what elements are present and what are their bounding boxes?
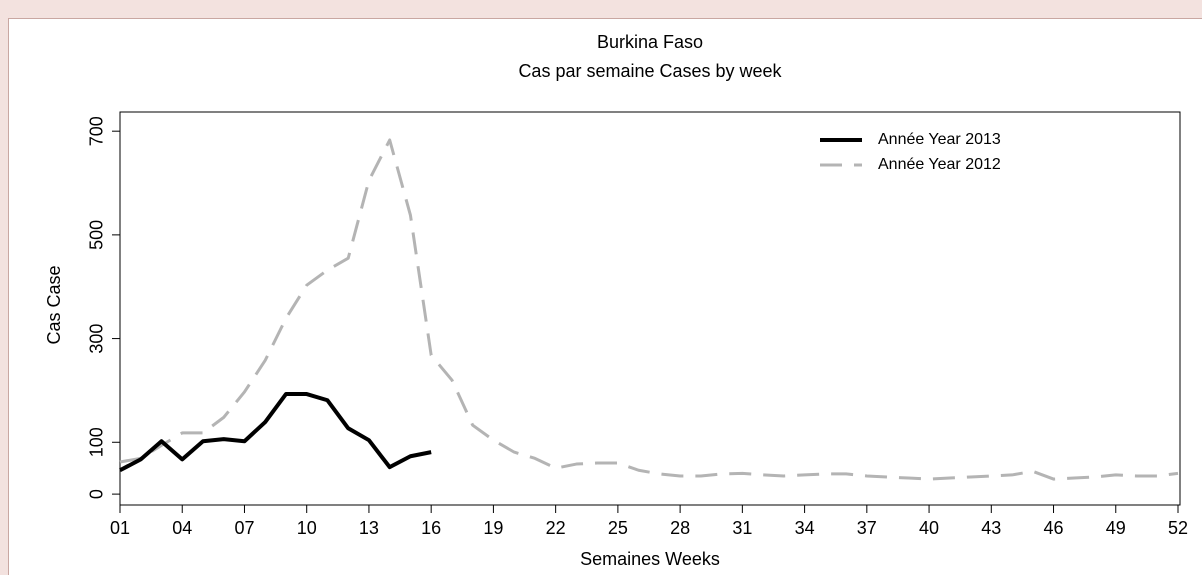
legend-label: Année Year 2013 <box>878 131 1001 148</box>
x-tick-label: 07 <box>234 518 254 538</box>
x-tick-label: 37 <box>857 518 877 538</box>
x-axis-label: Semaines Weeks <box>580 549 720 569</box>
y-axis-label: Cas Case <box>44 265 64 344</box>
x-tick-label: 40 <box>919 518 939 538</box>
x-tick-label: 19 <box>483 518 503 538</box>
x-tick-label: 13 <box>359 518 379 538</box>
x-tick-label: 46 <box>1044 518 1064 538</box>
x-tick-label: 52 <box>1168 518 1188 538</box>
x-tick-label: 25 <box>608 518 628 538</box>
x-tick-label: 01 <box>110 518 130 538</box>
x-tick-label: 10 <box>297 518 317 538</box>
plot-frame <box>119 111 1181 506</box>
y-tick-label: 300 <box>87 324 107 354</box>
chart-subtitle: Cas par semaine Cases by week <box>518 61 782 81</box>
chart-title: Burkina Faso <box>597 32 703 52</box>
x-tick-label: 49 <box>1106 518 1126 538</box>
x-tick-label: 31 <box>732 518 752 538</box>
y-tick-label: 0 <box>87 489 107 499</box>
x-tick-label: 04 <box>172 518 192 538</box>
y-tick-label: 500 <box>87 220 107 250</box>
y-tick-label: 100 <box>87 427 107 457</box>
legend-label: Année Year 2012 <box>878 156 1001 173</box>
x-tick-label: 16 <box>421 518 441 538</box>
x-tick-label: 28 <box>670 518 690 538</box>
series-line <box>119 392 432 473</box>
x-tick-label: 22 <box>546 518 566 538</box>
x-tick-label: 34 <box>795 518 815 538</box>
series-line <box>119 138 1179 481</box>
x-tick-label: 43 <box>981 518 1001 538</box>
chart-panel <box>8 18 1202 575</box>
y-tick-label: 700 <box>87 116 107 146</box>
